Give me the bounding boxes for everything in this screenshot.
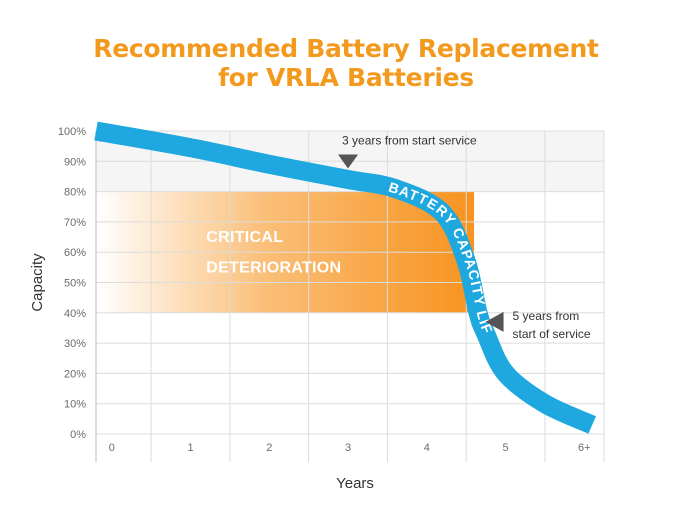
- chart-title: Recommended Battery Replacement for VRLA…: [0, 34, 692, 92]
- marker-arrow-3-years: [338, 154, 359, 169]
- zone-label-line-2: DETERIORATION: [206, 259, 341, 276]
- y-tick-label: 0%: [70, 429, 86, 441]
- y-tick-label: 30%: [64, 338, 86, 350]
- x-tick-label: 6+: [578, 442, 591, 454]
- y-tick-label: 90%: [64, 156, 86, 168]
- y-tick-label: 50%: [64, 278, 86, 290]
- chart-title-line-1: Recommended Battery Replacement: [93, 34, 599, 63]
- marker-arrow-5-years: [485, 311, 504, 332]
- x-tick-label: 4: [424, 442, 430, 454]
- x-tick-label: 1: [187, 442, 193, 454]
- annotation-5-years-line-1: 5 years from: [513, 309, 580, 323]
- zone-label-line-1: CRITICAL: [206, 229, 283, 246]
- y-tick-label: 80%: [64, 187, 86, 199]
- capacity-curve: [94, 121, 597, 434]
- annotation-3-years: 3 years from start service: [342, 133, 477, 147]
- y-axis-title: Capacity: [29, 253, 46, 312]
- x-tick-label: 0: [109, 442, 115, 454]
- annotation-5-years-line-2: start of service: [513, 327, 591, 341]
- x-tick-label: 5: [502, 442, 508, 454]
- x-axis-title: Years: [336, 475, 374, 492]
- y-tick-label: 20%: [64, 368, 86, 380]
- x-tick-label: 3: [345, 442, 351, 454]
- y-tick-label: 40%: [64, 308, 86, 320]
- x-tick-label: 2: [266, 442, 272, 454]
- y-tick-label: 10%: [64, 399, 86, 411]
- y-tick-label: 70%: [64, 217, 86, 229]
- y-tick-label: 100%: [58, 126, 86, 138]
- y-tick-label: 60%: [64, 247, 86, 259]
- chart-title-line-2: for VRLA Batteries: [218, 63, 474, 92]
